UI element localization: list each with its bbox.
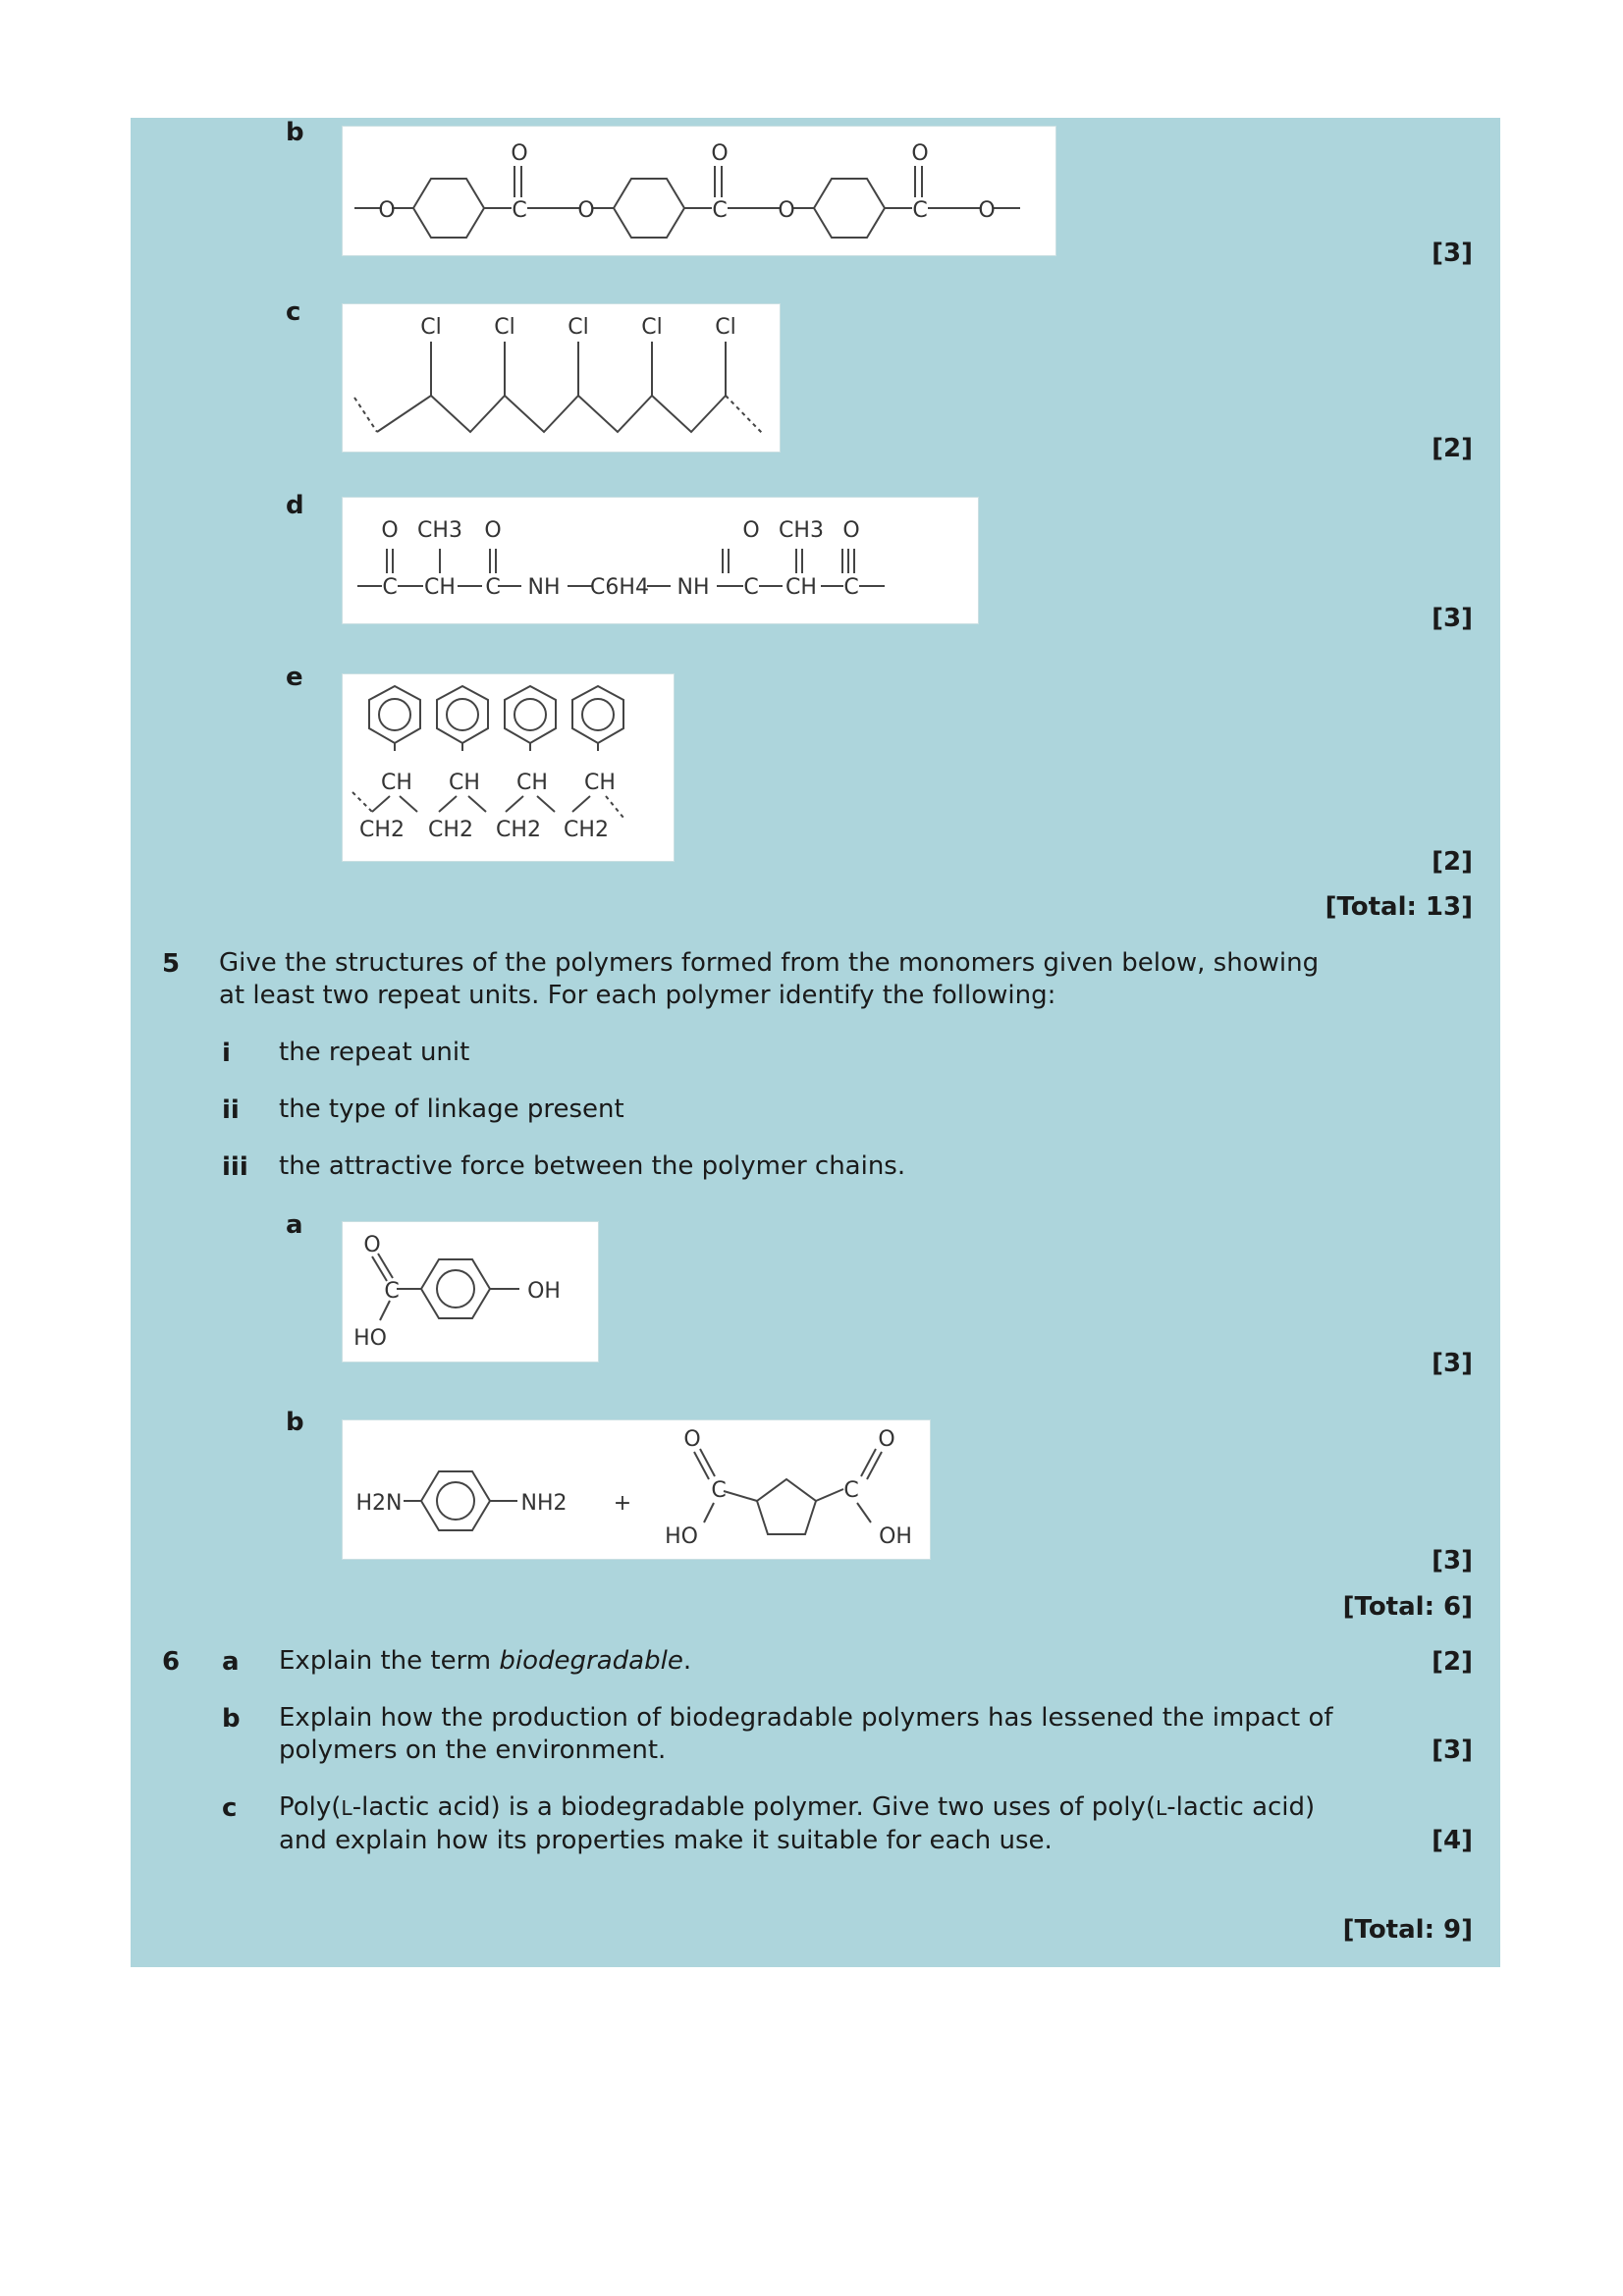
svg-text:O: O [683, 1427, 700, 1452]
pvc-chain-diagram: Cl Cl Cl Cl Cl [353, 315, 764, 435]
q5a-label: a [286, 1210, 303, 1240]
svg-text:O: O [842, 518, 859, 543]
svg-text:C: C [711, 1478, 726, 1503]
svg-text:O: O [363, 1233, 380, 1257]
svg-text:CH: CH [785, 575, 817, 600]
svg-text:O: O [878, 1427, 894, 1452]
svg-text:C: C [512, 198, 526, 223]
hydroxybenzoic-acid-diagram: O C HO OH [353, 1233, 561, 1351]
svg-text:CH: CH [584, 771, 616, 795]
q4b-mark: [3] [1432, 239, 1473, 268]
svg-text:Cl: Cl [494, 315, 514, 340]
svg-text:CH: CH [449, 771, 480, 795]
svg-text:O: O [484, 518, 501, 543]
svg-text:CH3: CH3 [417, 518, 462, 543]
q6b-label: b [222, 1704, 241, 1734]
svg-text:NH: NH [677, 575, 710, 600]
q6a-mark: [2] [1432, 1647, 1473, 1677]
oxygen-atom: O [378, 198, 395, 223]
q6a-text: Explain the term biodegradable. [279, 1646, 692, 1676]
q4d-label: d [286, 491, 304, 520]
svg-text:C: C [485, 575, 500, 600]
svg-text:CH2: CH2 [359, 818, 405, 842]
q4b-structure: O C O O C O O C O O [342, 126, 1056, 256]
q6c-label: c [222, 1793, 238, 1823]
q6a-label: a [222, 1647, 240, 1677]
svg-text:O: O [778, 198, 794, 223]
q4c-label: c [286, 297, 301, 327]
svg-text:Cl: Cl [568, 315, 588, 340]
svg-text:O: O [978, 198, 995, 223]
svg-text:C: C [843, 1478, 858, 1503]
q5-item-ii-num: ii [222, 1095, 240, 1125]
q5-number: 5 [162, 949, 181, 979]
q6c-text: Poly(L-lactic acid) is a biodegradable p… [279, 1792, 1316, 1855]
q5-item-i-text: the repeat unit [279, 1038, 470, 1067]
q4e-label: e [286, 663, 303, 692]
svg-text:O: O [511, 141, 527, 166]
q4c-mark: [2] [1432, 434, 1473, 463]
svg-text:C: C [843, 575, 858, 600]
q4e-mark: [2] [1432, 847, 1473, 877]
q6c-mark: [4] [1432, 1826, 1473, 1855]
polyamide-chain-diagram: C O CH CH3 C O NH C6H4 NH C O CH CH3 C O [357, 518, 885, 600]
q4d-structure: C O CH CH3 C O NH C6H4 NH C O CH CH3 C O [342, 497, 979, 624]
q5b-structure: H2N NH2 + O C HO C O OH [342, 1419, 931, 1560]
svg-text:C: C [743, 575, 758, 600]
svg-text:+: + [614, 1491, 631, 1516]
q5-intro: Give the structures of the polymers form… [219, 948, 1320, 1010]
q4-total: [Total: 13] [1325, 892, 1473, 922]
svg-text:Cl: Cl [641, 315, 662, 340]
svg-text:C: C [382, 575, 397, 600]
polyester-chain-diagram: O C O O C O O C O O [354, 141, 1020, 239]
svg-text:O: O [577, 198, 594, 223]
q5b-label: b [286, 1408, 304, 1437]
svg-text:O: O [911, 141, 928, 166]
q4c-structure: Cl Cl Cl Cl Cl [342, 303, 781, 453]
q6b-text: Explain how the production of biodegrada… [279, 1703, 1333, 1765]
svg-text:CH: CH [424, 575, 456, 600]
svg-text:C: C [384, 1279, 399, 1304]
q5-item-i-num: i [222, 1039, 231, 1068]
q6-total: [Total: 9] [1342, 1915, 1473, 1945]
q4b-label: b [286, 118, 304, 147]
svg-text:NH: NH [528, 575, 561, 600]
svg-text:Cl: Cl [420, 315, 441, 340]
svg-text:CH2: CH2 [496, 818, 541, 842]
polystyrene-chain-diagram: CH CH CH CH CH2 CH2 CH2 CH2 [352, 684, 624, 842]
svg-text:Cl: Cl [715, 315, 735, 340]
q6b-mark: [3] [1432, 1735, 1473, 1765]
svg-text:HO: HO [665, 1524, 698, 1549]
q5-item-ii-text: the type of linkage present [279, 1095, 624, 1124]
diamine-diacid-diagram: H2N NH2 + O C HO C O OH [356, 1427, 912, 1549]
q5a-structure: O C HO OH [342, 1221, 599, 1362]
svg-text:CH2: CH2 [428, 818, 473, 842]
q5-item-iii-text: the attractive force between the polymer… [279, 1151, 906, 1181]
svg-text:O: O [711, 141, 728, 166]
svg-text:CH: CH [381, 771, 412, 795]
q4e-structure: CH CH CH CH CH2 CH2 CH2 CH2 [342, 673, 675, 862]
svg-text:OH: OH [879, 1524, 912, 1549]
q5a-mark: [3] [1432, 1349, 1473, 1378]
q6-number: 6 [162, 1647, 181, 1677]
svg-text:O: O [381, 518, 398, 543]
svg-text:CH3: CH3 [779, 518, 824, 543]
svg-text:NH2: NH2 [521, 1491, 568, 1516]
svg-text:O: O [742, 518, 759, 543]
svg-text:CH2: CH2 [564, 818, 609, 842]
svg-text:HO: HO [353, 1326, 387, 1351]
svg-text:H2N: H2N [356, 1491, 403, 1516]
q5-item-iii-num: iii [222, 1152, 248, 1182]
svg-text:C: C [712, 198, 727, 223]
svg-text:C: C [912, 198, 927, 223]
svg-text:OH: OH [527, 1279, 561, 1304]
q5-total: [Total: 6] [1342, 1592, 1473, 1622]
q5b-mark: [3] [1432, 1546, 1473, 1575]
q4d-mark: [3] [1432, 604, 1473, 633]
svg-text:CH: CH [516, 771, 548, 795]
svg-text:C6H4: C6H4 [590, 575, 649, 600]
